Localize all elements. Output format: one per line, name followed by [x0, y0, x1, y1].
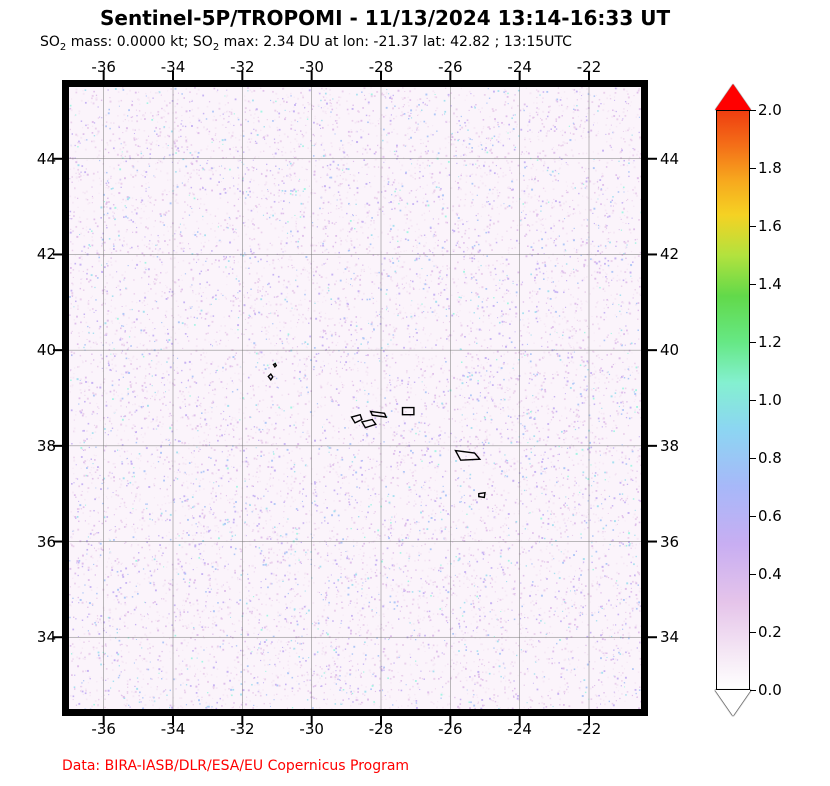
colorbar-tick [750, 342, 756, 343]
ytick-left-34: 34 [30, 628, 56, 646]
colorbar-tick-label: 0.8 [758, 449, 782, 467]
ytick-left-40: 40 [30, 341, 56, 359]
colorbar-tick-label: 0.6 [758, 507, 782, 525]
colorbar-tick-label: 0.2 [758, 623, 782, 641]
ytick-right-44: 44 [660, 150, 679, 168]
colorbar [716, 110, 750, 690]
ytick-right-36: 36 [660, 533, 679, 551]
colorbar-tick [750, 574, 756, 575]
ytick-right-34: 34 [660, 628, 679, 646]
colorbar-tick-label: 1.4 [758, 275, 782, 293]
map-svg [69, 87, 641, 709]
ytick-left-44: 44 [30, 150, 56, 168]
colorbar-tick [750, 284, 756, 285]
colorbar-tick [750, 168, 756, 169]
figure-title: Sentinel-5P/TROPOMI - 11/13/2024 13:14-1… [100, 6, 670, 30]
ytick-left-42: 42 [30, 245, 56, 263]
xtick-top--22: -22 [577, 58, 602, 76]
xtick-top--30: -30 [299, 58, 324, 76]
colorbar-tick [750, 458, 756, 459]
colorbar-tick-label: 0.0 [758, 681, 782, 699]
figure-subtitle: SO2 mass: 0.0000 kt; SO2 max: 2.34 DU at… [40, 34, 572, 53]
colorbar-tick [750, 400, 756, 401]
xtick-bot--22: -22 [577, 720, 602, 738]
xtick-top--24: -24 [507, 58, 532, 76]
colorbar-tick-label: 1.0 [758, 391, 782, 409]
xtick-bot--30: -30 [299, 720, 324, 738]
xtick-bot--34: -34 [161, 720, 186, 738]
colorbar-tick [750, 516, 756, 517]
colorbar-extend-bottom-icon [715, 690, 751, 716]
colorbar-tick-label: 1.2 [758, 333, 782, 351]
colorbar-tick-label: 1.6 [758, 217, 782, 235]
xtick-bot--28: -28 [369, 720, 394, 738]
colorbar-tick-label: 1.8 [758, 159, 782, 177]
ytick-left-38: 38 [30, 437, 56, 455]
xtick-bot--32: -32 [230, 720, 255, 738]
figure: Sentinel-5P/TROPOMI - 11/13/2024 13:14-1… [0, 0, 830, 786]
colorbar-tick-label: 0.4 [758, 565, 782, 583]
xtick-bot--36: -36 [91, 720, 116, 738]
colorbar-tick-label: 2.0 [758, 101, 782, 119]
xtick-top--26: -26 [438, 58, 463, 76]
xtick-top--28: -28 [369, 58, 394, 76]
ytick-left-36: 36 [30, 533, 56, 551]
xtick-top--34: -34 [161, 58, 186, 76]
colorbar-tick [750, 226, 756, 227]
ytick-right-38: 38 [660, 437, 679, 455]
xtick-bot--26: -26 [438, 720, 463, 738]
xtick-top--36: -36 [91, 58, 116, 76]
ytick-right-40: 40 [660, 341, 679, 359]
colorbar-tick [750, 632, 756, 633]
colorbar-tick [750, 110, 756, 111]
colorbar-extend-top-icon [715, 84, 751, 110]
colorbar-tick [750, 690, 756, 691]
xtick-top--32: -32 [230, 58, 255, 76]
map-axes [62, 80, 648, 716]
ytick-right-42: 42 [660, 245, 679, 263]
xtick-bot--24: -24 [507, 720, 532, 738]
data-credit: Data: BIRA-IASB/DLR/ESA/EU Copernicus Pr… [62, 758, 409, 774]
